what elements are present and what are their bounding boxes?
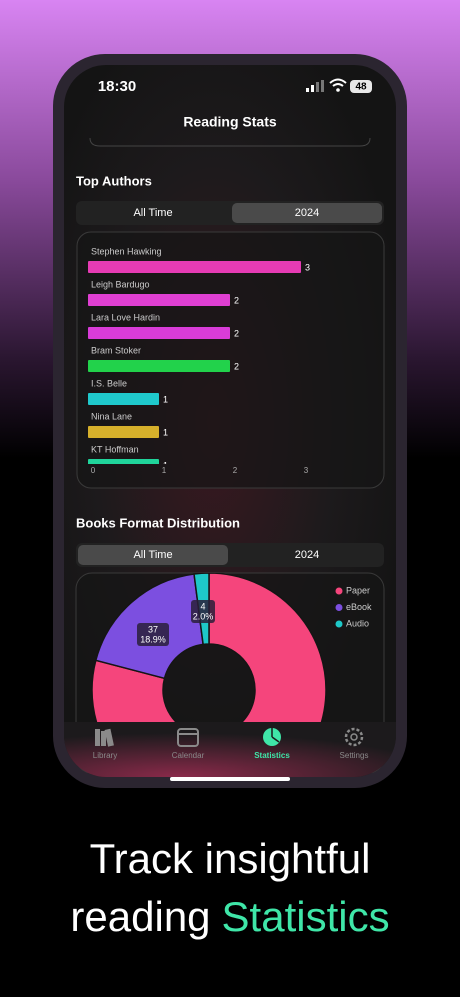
value-label: 2 [234, 361, 239, 371]
wifi [329, 78, 347, 87]
segment-label[interactable]: All Time [133, 207, 172, 219]
slice-count: 4 [200, 601, 205, 611]
bar [88, 327, 230, 339]
legend-swatch [335, 604, 343, 611]
author-label: Leigh Bardugo [91, 279, 150, 289]
legend-label: Paper [346, 585, 370, 595]
value-label: 1 [163, 427, 168, 437]
x-tick-label: 3 [304, 466, 309, 475]
signal [311, 85, 314, 92]
value-label: 2 [234, 328, 239, 338]
legend-label: eBook [346, 602, 372, 612]
caption-word: reading [70, 893, 210, 940]
author-label: Stephen Hawking [91, 246, 162, 256]
segment-selected[interactable] [232, 203, 382, 223]
icon-part [344, 727, 364, 747]
icon-part [350, 733, 358, 741]
icon-part [271, 728, 280, 743]
author-label: Bram Stoker [91, 345, 141, 355]
bar [88, 294, 230, 306]
bar-chart: Stephen Hawking 3 Leigh Bardugo 2 Lara Love … [88, 246, 310, 470]
slice-label-box [191, 600, 215, 623]
status-time: 18:30 [98, 78, 136, 95]
segment-label[interactable]: 2024 [295, 207, 319, 219]
bar [88, 393, 159, 405]
caption-line: reading Statistics [70, 893, 389, 940]
author-label: I.S. Belle [91, 378, 127, 388]
icon-part [177, 728, 199, 747]
wifi [336, 88, 340, 92]
legend-swatch [335, 620, 343, 628]
battery [350, 80, 372, 93]
section-title: Books Format Distribution [76, 515, 240, 530]
signal [316, 82, 319, 92]
status-icons [306, 78, 372, 93]
tab-icon[interactable] [95, 728, 114, 747]
icon-part [104, 728, 114, 747]
tab-bar [64, 722, 396, 777]
segment-label[interactable]: All Time [133, 549, 172, 561]
x-axis: 0 1 2 3 [91, 466, 309, 475]
bar [88, 261, 301, 273]
slice-percent: 18.9% [140, 634, 166, 644]
segment-selected[interactable] [78, 545, 228, 565]
battery-level: 48 [355, 82, 367, 93]
home-indicator [170, 777, 290, 781]
bar [88, 426, 159, 438]
value-label: 3 [305, 262, 310, 272]
pie-slice [91, 573, 327, 722]
previous-card-edge [89, 137, 371, 147]
value-label: 2 [234, 295, 239, 305]
caption-highlight: Statistics [222, 893, 390, 940]
tab-icon[interactable] [263, 728, 281, 746]
signal [321, 80, 324, 92]
tab-bar-items: Library Calendar Statistics Settings [93, 727, 369, 760]
icon-part [95, 729, 100, 746]
author-label: KT Hoffman [91, 444, 139, 454]
caption-line: Track insightful [90, 835, 371, 882]
signal [306, 88, 309, 92]
tab-label[interactable]: Statistics [254, 751, 290, 760]
section-title: Top Authors [76, 173, 152, 188]
segmented-control: All Time 2024 [76, 543, 384, 567]
x-tick-label: 1 [162, 466, 167, 475]
legend: Paper eBook Audio [335, 585, 372, 628]
nav-title: Reading Stats [183, 114, 277, 130]
value-label: 1 [163, 394, 168, 404]
slice-label-box [137, 623, 169, 646]
tab-icon[interactable] [177, 728, 199, 747]
tab-icon[interactable] [344, 727, 364, 747]
legend-swatch [335, 587, 343, 595]
slice-count: 37 [148, 624, 158, 634]
bar [88, 459, 159, 464]
tab-label[interactable]: Library [93, 751, 117, 760]
legend-label: Audio [346, 618, 369, 628]
value-label: 1 [163, 460, 168, 470]
segmented-control: All Time 2024 [76, 201, 384, 225]
author-label: Nina Lane [91, 411, 132, 421]
x-tick-label: 2 [233, 466, 238, 475]
tab-label[interactable]: Calendar [172, 751, 205, 760]
icon-part [101, 731, 106, 746]
slice-percent: 2.0% [193, 611, 214, 621]
tab-label[interactable]: Settings [340, 751, 369, 760]
segment-label[interactable]: 2024 [295, 549, 319, 561]
x-tick-label: 0 [91, 466, 96, 475]
author-label: Lara Love Hardin [91, 312, 160, 322]
bar [88, 360, 230, 372]
